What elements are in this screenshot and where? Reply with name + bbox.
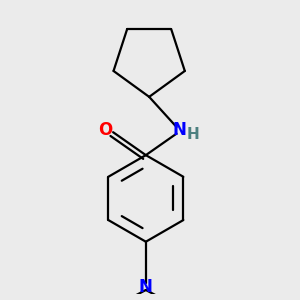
- Text: N: N: [173, 121, 187, 139]
- Text: O: O: [98, 121, 113, 139]
- Text: N: N: [139, 278, 153, 296]
- Text: H: H: [187, 127, 200, 142]
